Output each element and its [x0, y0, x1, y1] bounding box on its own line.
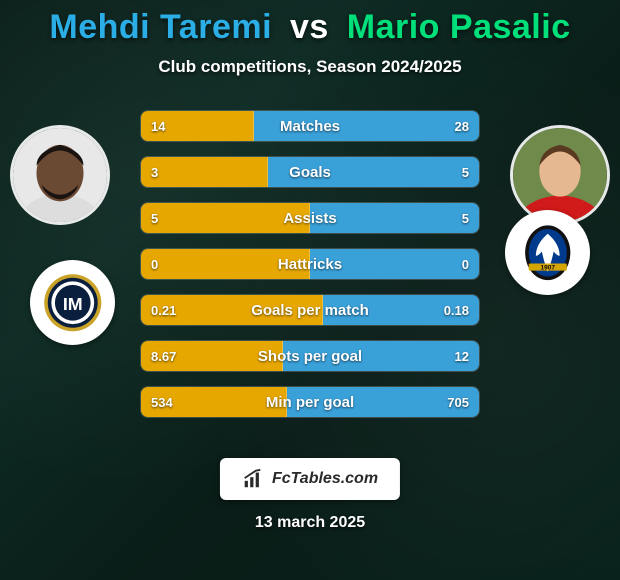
stat-label: Goals per match	[141, 295, 479, 325]
stat-row: 35Goals	[140, 156, 480, 188]
stat-row: 55Assists	[140, 202, 480, 234]
title-player1: Mehdi Taremi	[49, 8, 272, 46]
content-root: Mehdi Taremi vs Mario Pasalic Club compe…	[0, 0, 620, 580]
subtitle: Club competitions, Season 2024/2025	[0, 57, 620, 77]
player2-avatar-svg	[513, 128, 607, 222]
stat-label: Goals	[141, 157, 479, 187]
chart-icon	[242, 468, 264, 490]
title: Mehdi Taremi vs Mario Pasalic	[0, 8, 620, 47]
stat-row: 1428Matches	[140, 110, 480, 142]
brand-badge: FcTables.com	[220, 458, 400, 500]
player2-avatar	[510, 125, 610, 225]
stat-bars: 1428Matches 35Goals 55Assists 00Hattricks 0.…	[140, 110, 480, 440]
stat-label: Assists	[141, 203, 479, 233]
club2-year: 1907	[540, 264, 555, 271]
player1-avatar	[10, 125, 110, 225]
stat-label: Shots per goal	[141, 341, 479, 371]
atalanta-crest-icon: 1907	[518, 223, 578, 283]
stat-row: 0.210.18Goals per match	[140, 294, 480, 326]
title-player2: Mario Pasalic	[347, 8, 571, 46]
player1-avatar-svg	[13, 128, 107, 222]
footer-date: 13 march 2025	[0, 514, 620, 532]
player1-club-logo: IM	[30, 260, 115, 345]
stat-row: 8.6712Shots per goal	[140, 340, 480, 372]
stat-row: 534705Min per goal	[140, 386, 480, 418]
stat-label: Hattricks	[141, 249, 479, 279]
stat-label: Min per goal	[141, 387, 479, 417]
svg-text:IM: IM	[63, 294, 83, 314]
stat-row: 00Hattricks	[140, 248, 480, 280]
title-vs: vs	[290, 8, 329, 46]
player2-club-logo: 1907	[505, 210, 590, 295]
stat-label: Matches	[141, 111, 479, 141]
inter-crest-icon: IM	[43, 273, 103, 333]
brand-text: FcTables.com	[272, 470, 378, 488]
comparison-area: IM 1907 1428Matches 35Goals 55Assists 00Hat…	[0, 110, 620, 440]
